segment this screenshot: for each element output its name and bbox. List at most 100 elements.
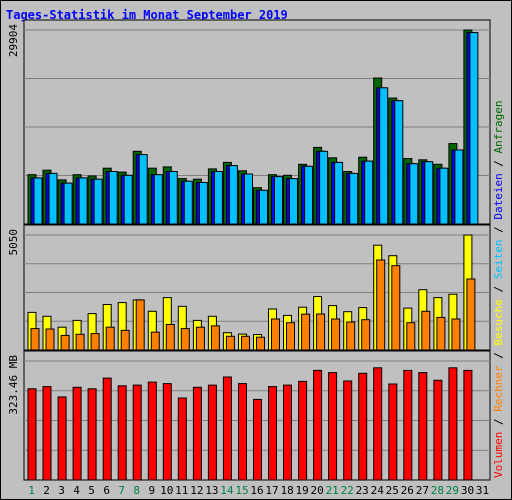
x-tick-label: 6 xyxy=(103,484,110,497)
x-tick-label: 11 xyxy=(175,484,188,497)
x-tick-label: 15 xyxy=(235,484,248,497)
bar-rechner-day-13 xyxy=(210,325,220,351)
bar-rechner-day-5 xyxy=(90,333,100,351)
bar-seiten-day-25 xyxy=(394,100,404,225)
bar-rechner-day-30 xyxy=(466,278,476,351)
x-tick-label: 23 xyxy=(356,484,369,497)
legend-entry: Besuche xyxy=(492,299,505,345)
x-tick-label: 29 xyxy=(446,484,459,497)
bar-volumen-day-27 xyxy=(418,372,428,481)
bar-volumen-day-13 xyxy=(207,384,217,481)
bar-volumen-day-17 xyxy=(268,386,277,481)
x-tick-label: 20 xyxy=(310,484,323,497)
bar-rechner-day-27 xyxy=(421,310,431,351)
legend-entry: / xyxy=(492,279,505,299)
legend-entry: / xyxy=(492,153,505,173)
x-tick-label: 14 xyxy=(220,484,234,497)
bar-rechner-day-23 xyxy=(361,319,371,351)
bar-rechner-day-17 xyxy=(271,318,280,351)
x-tick-label: 12 xyxy=(190,484,203,497)
bar-volumen-day-26 xyxy=(403,369,413,481)
bar-rechner-day-26 xyxy=(406,322,416,351)
bar-volumen-day-25 xyxy=(388,383,398,481)
x-tick-label: 22 xyxy=(341,484,354,497)
legend-entry: Anfragen xyxy=(492,100,505,153)
bar-rechner-day-6 xyxy=(105,326,115,351)
y-max-label: 5050 xyxy=(7,229,20,256)
bar-rechner-day-7 xyxy=(120,329,130,351)
bar-seiten-day-21 xyxy=(334,161,344,225)
bar-seiten-day-19 xyxy=(304,165,314,225)
x-tick-label: 16 xyxy=(250,484,263,497)
bar-volumen-day-18 xyxy=(283,384,292,481)
bar-rechner-day-25 xyxy=(391,265,401,351)
x-tick-label: 5 xyxy=(88,484,95,497)
chart-title: Tages-Statistik im Monat September 2019 xyxy=(6,8,288,22)
bar-volumen-day-29 xyxy=(448,367,458,481)
bar-rechner-day-16 xyxy=(256,336,265,351)
bar-seiten-day-26 xyxy=(409,163,419,225)
bar-volumen-day-24 xyxy=(373,367,383,481)
bar-volumen-day-21 xyxy=(328,372,338,481)
bar-volumen-day-2 xyxy=(42,386,52,481)
x-tick-label: 7 xyxy=(118,484,125,497)
x-tick-label: 25 xyxy=(386,484,399,497)
bar-volumen-day-22 xyxy=(343,380,353,481)
legend-entry: Seiten xyxy=(492,240,505,280)
bar-rechner-day-14 xyxy=(225,335,235,351)
bar-volumen-day-5 xyxy=(87,388,97,481)
y-max-label: 323.46 MB xyxy=(7,355,20,415)
bar-seiten-day-16 xyxy=(259,189,268,225)
bar-volumen-day-6 xyxy=(102,377,112,481)
bar-rechner-day-15 xyxy=(241,335,250,351)
x-tick-label: 21 xyxy=(326,484,339,497)
bar-volumen-day-16 xyxy=(253,398,262,481)
bar-volumen-day-23 xyxy=(358,372,368,481)
bar-rechner-day-11 xyxy=(180,328,190,351)
x-tick-label: 1 xyxy=(28,484,35,497)
bar-volumen-day-9 xyxy=(147,381,157,481)
bar-rechner-day-4 xyxy=(75,333,85,351)
bar-volumen-day-1 xyxy=(27,388,37,481)
bar-rechner-day-12 xyxy=(195,326,205,351)
bar-rechner-day-3 xyxy=(60,334,70,351)
bar-seiten-day-27 xyxy=(424,161,434,225)
x-tick-label: 8 xyxy=(133,484,140,497)
bar-rechner-day-19 xyxy=(301,313,311,351)
legend-entry: / xyxy=(492,412,505,432)
x-tick-label: 24 xyxy=(371,484,385,497)
bar-volumen-day-3 xyxy=(57,396,67,481)
bar-volumen-day-15 xyxy=(238,383,247,481)
x-tick-label: 3 xyxy=(58,484,65,497)
bar-seiten-day-29 xyxy=(454,149,464,225)
bar-volumen-day-14 xyxy=(222,376,232,481)
bar-rechner-day-18 xyxy=(286,322,295,351)
bar-volumen-day-30 xyxy=(463,369,473,481)
bar-seiten-day-10 xyxy=(168,171,178,225)
bar-seiten-day-28 xyxy=(439,167,449,225)
legend-entry: Dateien xyxy=(492,173,505,219)
legend-entry: / xyxy=(492,220,505,240)
bar-rechner-day-29 xyxy=(451,318,461,351)
bar-seiten-day-22 xyxy=(349,172,359,225)
bar-seiten-day-8 xyxy=(138,154,148,225)
bar-seiten-day-11 xyxy=(183,180,193,225)
bar-rechner-day-9 xyxy=(150,331,160,351)
bar-seiten-day-1 xyxy=(33,177,43,225)
bar-seiten-day-12 xyxy=(198,182,208,225)
bar-rechner-day-10 xyxy=(165,324,175,351)
x-tick-label: 27 xyxy=(416,484,429,497)
series-legend: Volumen / Rechner / Besuche / Seiten / D… xyxy=(492,100,505,478)
x-tick-label: 10 xyxy=(160,484,173,497)
bar-volumen-day-19 xyxy=(298,380,308,481)
bar-seiten-day-3 xyxy=(63,182,73,225)
x-tick-label: 17 xyxy=(265,484,278,497)
y-max-label: 29904 xyxy=(7,24,20,57)
x-tick-label: 18 xyxy=(280,484,293,497)
x-tick-label: 26 xyxy=(401,484,414,497)
bar-seiten-day-6 xyxy=(108,171,118,225)
bar-volumen-day-12 xyxy=(192,386,202,481)
x-tick-label: 28 xyxy=(431,484,444,497)
legend-entry: Rechner xyxy=(492,365,505,412)
bar-rechner-day-22 xyxy=(346,321,356,351)
